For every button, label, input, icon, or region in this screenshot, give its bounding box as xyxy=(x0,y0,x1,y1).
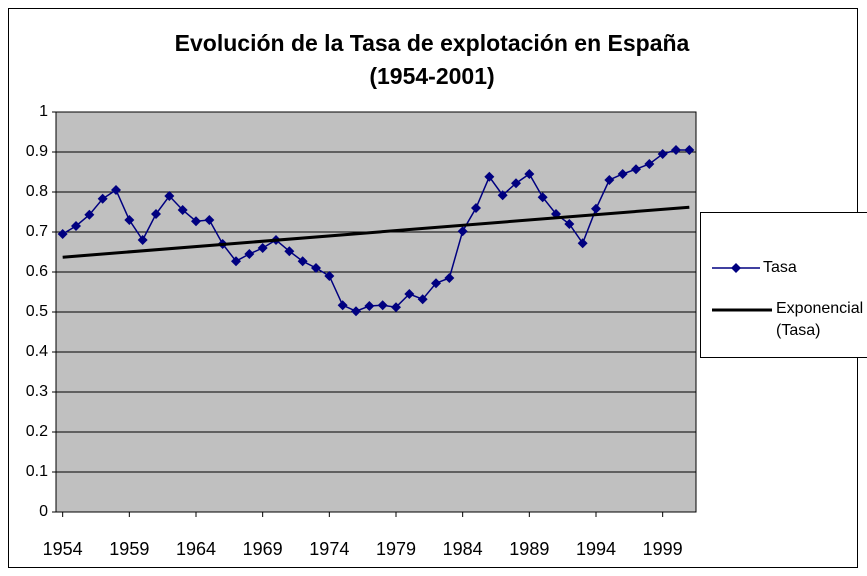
y-tick-label: 0.9 xyxy=(26,143,48,160)
y-tick-label: 0.2 xyxy=(26,423,48,440)
y-tick-label: 0.8 xyxy=(26,183,48,200)
marker xyxy=(417,294,428,305)
marker xyxy=(337,300,348,311)
marker xyxy=(377,300,388,311)
marker xyxy=(324,271,335,281)
marker xyxy=(604,175,615,185)
x-tick-label: 1974 xyxy=(309,539,349,559)
y-tick-label: 0.1 xyxy=(26,463,48,480)
chart-title: (1954-2001) xyxy=(369,63,494,89)
x-tick-label: 1999 xyxy=(643,539,683,559)
marker xyxy=(84,209,95,220)
y-tick-label: 0.6 xyxy=(26,263,48,280)
marker xyxy=(164,191,175,201)
x-tick-label: 1984 xyxy=(443,539,483,559)
marker xyxy=(57,229,68,239)
marker xyxy=(431,278,441,289)
x-tick-label: 1964 xyxy=(176,539,216,559)
marker xyxy=(617,169,628,179)
x-tick-label: 1989 xyxy=(509,539,549,559)
marker xyxy=(591,203,601,214)
marker xyxy=(444,273,455,283)
x-tick-label: 1954 xyxy=(43,539,83,559)
chart-title: Evolución de la Tasa de explotación en E… xyxy=(175,30,690,56)
marker xyxy=(364,301,375,311)
y-tick-label: 0.7 xyxy=(26,223,48,240)
marker xyxy=(151,209,161,219)
legend-label: Tasa xyxy=(763,259,797,276)
marker xyxy=(564,219,575,229)
marker xyxy=(684,145,695,155)
x-tick-label: 1969 xyxy=(243,539,283,559)
marker xyxy=(484,171,495,182)
marker xyxy=(231,256,241,267)
marker xyxy=(137,235,148,245)
marker xyxy=(351,306,361,317)
marker xyxy=(124,215,135,225)
x-tick-label: 1959 xyxy=(109,539,149,559)
y-tick-label: 0.3 xyxy=(26,383,48,400)
legend-box xyxy=(700,212,867,358)
marker xyxy=(71,221,81,231)
y-tick-label: 1 xyxy=(39,103,48,120)
marker xyxy=(471,203,481,213)
y-tick-label: 0.5 xyxy=(26,303,48,320)
legend-label: Exponencial (Tasa) xyxy=(776,300,864,339)
y-tick-label: 0 xyxy=(39,503,48,520)
marker xyxy=(111,185,121,195)
marker xyxy=(244,249,255,259)
series-line xyxy=(62,205,690,259)
marker xyxy=(497,190,508,201)
x-tick-label: 1994 xyxy=(576,539,616,559)
marker xyxy=(284,246,295,257)
legend-marker xyxy=(731,263,741,273)
marker xyxy=(297,256,308,267)
marker xyxy=(97,193,108,204)
marker xyxy=(657,149,668,159)
marker xyxy=(524,169,535,179)
marker xyxy=(177,205,188,215)
marker xyxy=(204,215,215,225)
marker xyxy=(311,263,321,273)
marker xyxy=(644,159,655,169)
y-tick-label: 0.4 xyxy=(26,343,48,360)
marker xyxy=(257,243,268,253)
marker xyxy=(511,178,521,189)
marker xyxy=(457,226,468,237)
marker xyxy=(404,289,415,299)
x-tick-label: 1979 xyxy=(376,539,416,559)
marker xyxy=(537,192,548,203)
marker xyxy=(577,238,588,249)
marker xyxy=(671,145,681,155)
marker xyxy=(631,164,641,175)
series-line xyxy=(62,149,690,313)
marker xyxy=(391,302,401,313)
marker xyxy=(191,216,201,227)
plot-border xyxy=(55,111,697,513)
